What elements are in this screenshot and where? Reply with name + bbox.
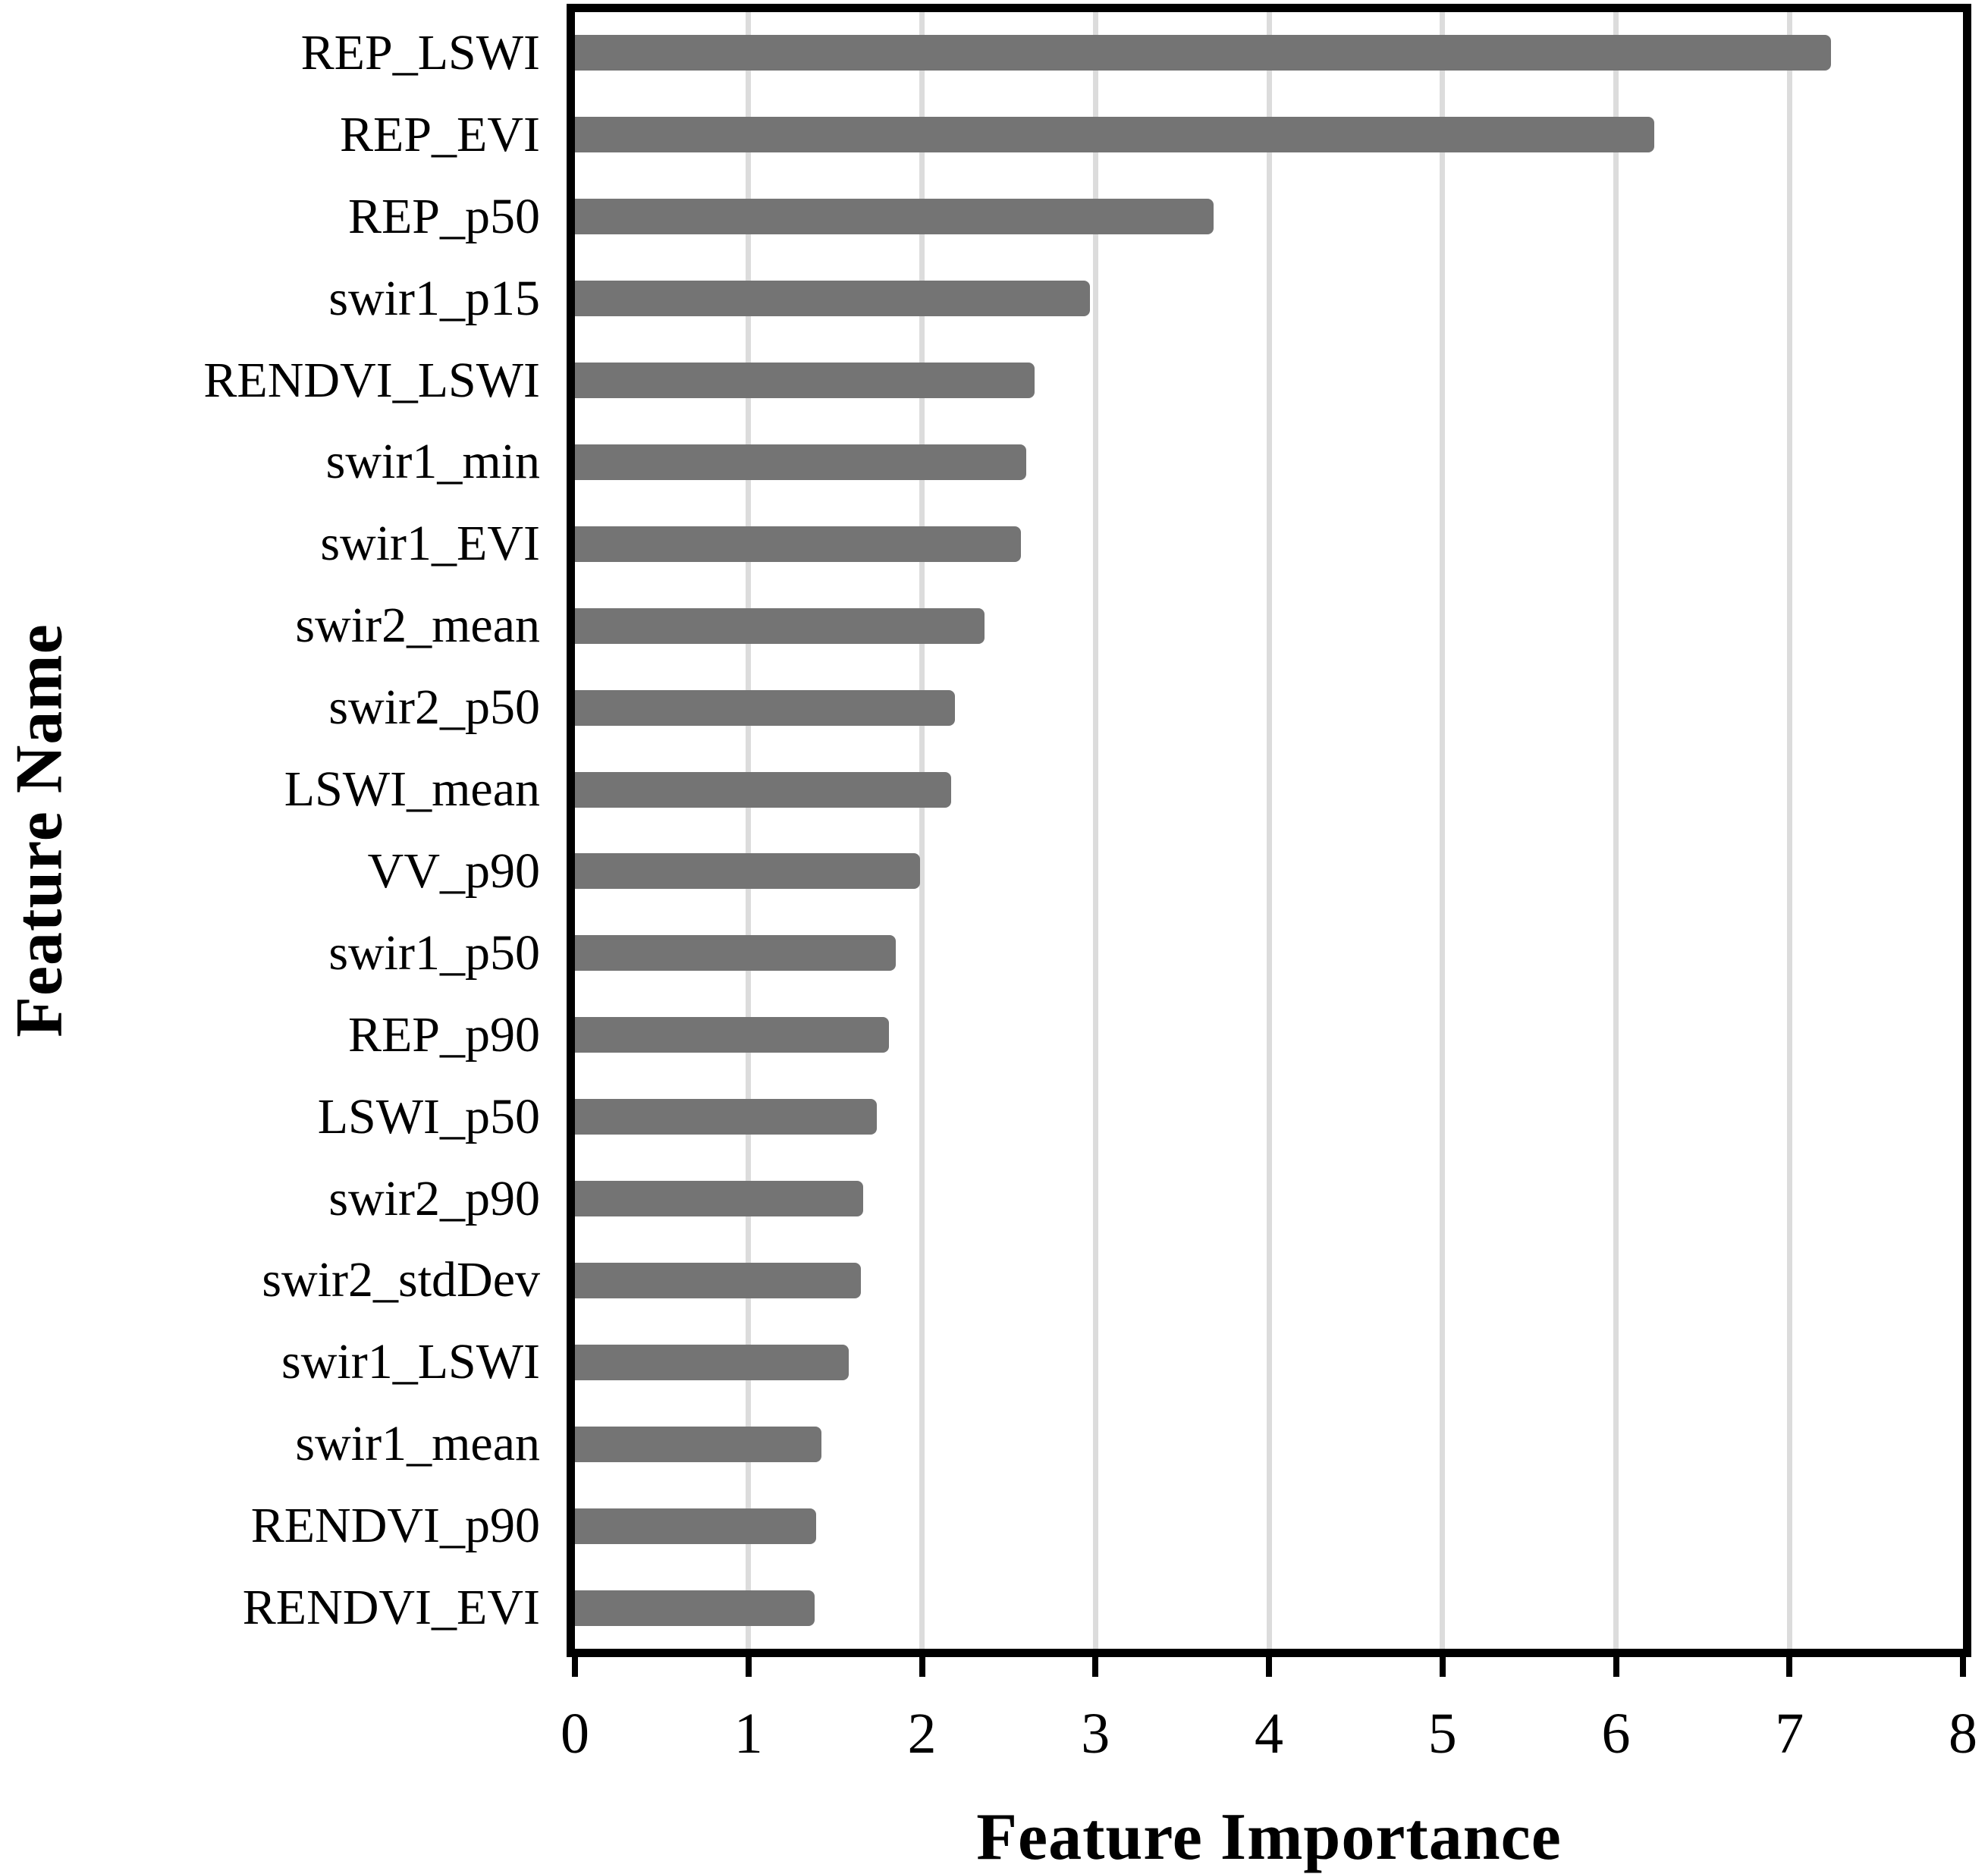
x-axis-tick bbox=[919, 1657, 925, 1677]
bar bbox=[575, 363, 1035, 399]
bar bbox=[575, 1344, 850, 1380]
bar bbox=[575, 444, 1026, 480]
gridline bbox=[1613, 12, 1619, 1649]
bar bbox=[575, 1426, 821, 1462]
y-tick-label: swir1_LSWI bbox=[281, 1334, 540, 1390]
y-tick-label: swir1_mean bbox=[295, 1416, 540, 1472]
x-axis-tick bbox=[572, 1657, 578, 1677]
plot-area bbox=[567, 4, 1971, 1657]
x-axis-tick bbox=[1092, 1657, 1099, 1677]
gridline bbox=[1440, 12, 1446, 1649]
bar bbox=[575, 117, 1654, 153]
gridline bbox=[1786, 12, 1792, 1649]
y-tick-label: RENDVI_p90 bbox=[250, 1498, 540, 1554]
y-tick-label: LSWI_mean bbox=[284, 761, 540, 818]
x-axis-tick bbox=[1439, 1657, 1446, 1677]
x-tick-label: 6 bbox=[1601, 1702, 1631, 1766]
x-axis-tick bbox=[1960, 1657, 1966, 1677]
x-tick-label: 2 bbox=[907, 1702, 937, 1766]
y-tick-label: VV_p90 bbox=[367, 843, 540, 899]
bar bbox=[575, 526, 1021, 562]
bar bbox=[575, 689, 955, 726]
gridline bbox=[1092, 12, 1098, 1649]
bar bbox=[575, 1590, 815, 1626]
bar bbox=[575, 1508, 816, 1544]
y-tick-label: REP_LSWI bbox=[300, 24, 540, 80]
y-tick-label: LSWI_p50 bbox=[317, 1088, 540, 1144]
bar bbox=[575, 607, 985, 644]
y-tick-label: RENDVI_LSWI bbox=[203, 352, 540, 408]
x-tick-label: 1 bbox=[733, 1702, 763, 1766]
y-tick-label: swir1_p15 bbox=[328, 270, 540, 326]
x-tick-label: 7 bbox=[1775, 1702, 1804, 1766]
x-tick-label: 8 bbox=[1949, 1702, 1977, 1766]
bar bbox=[575, 199, 1214, 235]
y-tick-label: swir1_min bbox=[325, 434, 540, 490]
x-axis-tick bbox=[745, 1657, 752, 1677]
bar bbox=[575, 771, 952, 808]
bar bbox=[575, 35, 1832, 71]
y-tick-label: swir1_EVI bbox=[320, 516, 540, 572]
x-axis-tick bbox=[1786, 1657, 1793, 1677]
y-tick-label: swir1_p50 bbox=[328, 924, 540, 981]
x-tick-label: 4 bbox=[1255, 1702, 1283, 1766]
x-tick-label: 3 bbox=[1081, 1702, 1110, 1766]
bar bbox=[575, 1262, 862, 1298]
bar bbox=[575, 1181, 863, 1217]
x-axis-tick bbox=[1613, 1657, 1619, 1677]
gridline bbox=[1266, 12, 1272, 1649]
y-tick-label: REP_p50 bbox=[347, 188, 540, 244]
gridline bbox=[919, 12, 925, 1649]
y-tick-label: swir2_p50 bbox=[328, 680, 540, 736]
bar bbox=[575, 1099, 878, 1135]
bar bbox=[575, 935, 897, 972]
y-tick-label: RENDVI_EVI bbox=[242, 1580, 540, 1636]
y-tick-label: swir2_mean bbox=[295, 598, 540, 654]
x-axis-title: Feature Importance bbox=[976, 1800, 1562, 1874]
y-tick-label: swir2_p90 bbox=[328, 1170, 540, 1226]
gridline bbox=[746, 12, 752, 1649]
y-tick-labels: REP_LSWI REP_EVI REP_p50 swir1_p15 RENDVI_LS… bbox=[0, 12, 540, 1649]
bar bbox=[575, 281, 1091, 317]
bar bbox=[575, 1017, 890, 1053]
x-tick-label: 5 bbox=[1427, 1702, 1457, 1766]
y-tick-label: swir2_stdDev bbox=[262, 1252, 540, 1308]
x-axis-tick bbox=[1266, 1657, 1272, 1677]
y-tick-label: REP_p90 bbox=[347, 1006, 540, 1063]
y-tick-label: REP_EVI bbox=[340, 106, 540, 162]
bar bbox=[575, 853, 921, 890]
x-tick-label: 0 bbox=[561, 1702, 589, 1766]
plot-inner bbox=[575, 12, 1963, 1649]
